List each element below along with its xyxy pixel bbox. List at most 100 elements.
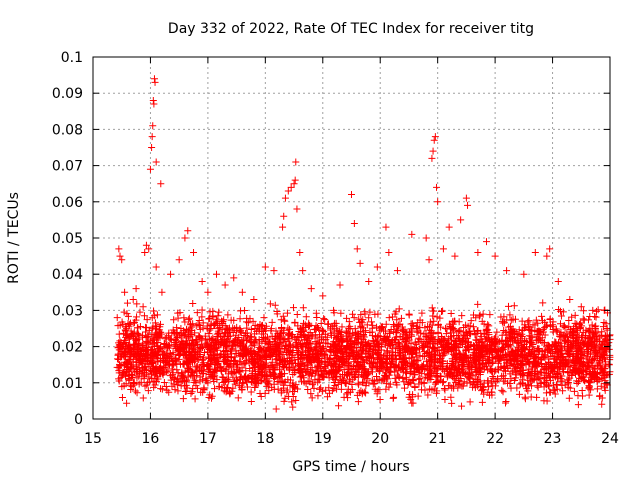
data-point <box>276 372 284 380</box>
data-point <box>413 328 421 336</box>
data-point <box>362 389 370 397</box>
data-point <box>281 378 289 386</box>
data-point <box>207 321 215 329</box>
data-point <box>478 317 486 325</box>
x-tick-label: 16 <box>142 431 160 447</box>
data-point <box>142 328 150 336</box>
data-point <box>208 345 216 353</box>
data-point <box>257 364 265 372</box>
data-point <box>439 349 447 357</box>
data-point <box>432 364 440 372</box>
data-point <box>577 367 585 375</box>
data-point <box>549 364 557 372</box>
data-point <box>398 365 406 373</box>
data-point <box>382 223 390 231</box>
data-point <box>242 332 250 340</box>
data-point <box>577 358 585 366</box>
data-point <box>306 340 314 348</box>
data-point <box>251 383 259 391</box>
data-point <box>289 403 297 411</box>
data-point <box>214 330 222 338</box>
data-point <box>521 395 529 403</box>
data-point <box>533 360 541 368</box>
data-point <box>230 339 238 346</box>
data-point <box>388 348 396 356</box>
data-point <box>392 361 400 369</box>
data-point <box>549 318 557 326</box>
data-point <box>236 315 244 323</box>
data-point <box>285 392 293 400</box>
data-point <box>237 383 245 391</box>
data-point <box>336 331 344 339</box>
data-point <box>154 358 162 366</box>
data-point <box>584 358 592 366</box>
data-point <box>155 330 163 338</box>
data-point <box>123 299 131 307</box>
data-point <box>498 372 506 380</box>
data-point <box>146 378 154 386</box>
data-point <box>431 343 439 351</box>
data-point <box>184 373 192 381</box>
data-point <box>359 346 367 354</box>
data-point <box>191 366 199 374</box>
data-point <box>399 330 407 338</box>
data-point <box>148 314 156 322</box>
data-point <box>332 373 340 381</box>
data-point <box>281 394 289 402</box>
data-point <box>498 331 506 339</box>
data-point <box>557 347 565 355</box>
data-point <box>127 381 135 389</box>
data-point <box>345 353 353 361</box>
data-point <box>152 158 160 166</box>
data-point <box>264 381 272 389</box>
data-point <box>270 267 278 275</box>
data-point <box>533 382 541 390</box>
data-point <box>591 324 599 332</box>
data-point <box>257 393 265 401</box>
data-point <box>189 385 197 393</box>
data-point <box>296 369 304 377</box>
data-point <box>175 256 183 264</box>
data-point <box>217 339 225 347</box>
data-point <box>205 354 213 362</box>
data-point <box>322 347 330 355</box>
data-point <box>348 191 355 199</box>
data-point <box>524 376 532 384</box>
data-point <box>533 332 541 340</box>
data-point <box>260 361 268 369</box>
data-point <box>144 387 152 395</box>
data-point <box>369 337 377 345</box>
data-point <box>179 395 187 403</box>
data-point <box>198 360 206 368</box>
data-point <box>114 322 122 330</box>
data-point <box>553 381 561 389</box>
data-point <box>217 352 225 360</box>
data-point <box>474 357 482 365</box>
x-tick-label: 18 <box>256 431 274 447</box>
data-point <box>127 370 135 378</box>
data-point <box>416 345 424 353</box>
data-point <box>260 314 268 322</box>
data-point <box>568 313 576 321</box>
data-point <box>470 381 478 389</box>
data-point <box>262 347 270 355</box>
grid <box>93 57 610 419</box>
data-point <box>430 385 438 393</box>
data-point <box>312 322 320 330</box>
data-point <box>142 337 150 345</box>
data-point <box>570 324 578 332</box>
data-point <box>341 345 349 353</box>
data-point <box>268 318 276 326</box>
data-point <box>279 362 287 370</box>
data-point <box>160 349 168 357</box>
data-point <box>565 323 573 331</box>
data-point <box>199 361 207 369</box>
data-point <box>364 368 372 376</box>
data-point <box>330 309 338 317</box>
data-point <box>439 379 447 387</box>
data-point <box>129 296 137 304</box>
data-point <box>167 336 175 344</box>
data-point <box>357 311 365 319</box>
data-point <box>520 270 528 278</box>
data-point <box>585 391 593 399</box>
